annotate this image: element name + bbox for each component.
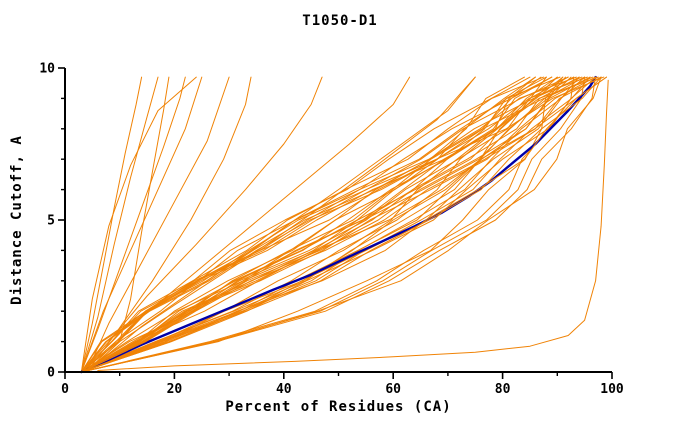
- model-curve: [80, 76, 594, 373]
- model-curve: [80, 76, 547, 373]
- model-outlier-curve: [86, 76, 411, 373]
- model-curve: [80, 76, 607, 373]
- model-curve: [80, 76, 536, 373]
- model-outlier-curve: [80, 76, 159, 373]
- x-tick-label: 0: [61, 382, 69, 397]
- x-tick-label: 80: [495, 382, 511, 397]
- model-outlier-curve: [86, 76, 476, 373]
- x-tick-label: 20: [167, 382, 183, 397]
- model-curve: [80, 76, 602, 373]
- x-tick-label: 40: [276, 382, 292, 397]
- model-curve: [80, 76, 605, 373]
- model-curve: [80, 76, 597, 373]
- model-curve: [80, 76, 575, 373]
- model-outlier-curve: [80, 76, 323, 373]
- model-outlier-curve: [86, 76, 230, 373]
- model-curve: [80, 76, 536, 373]
- model-curve: [80, 76, 580, 373]
- y-tick-label: 0: [47, 366, 55, 381]
- model-curve: [80, 76, 591, 373]
- model-curve: [80, 76, 575, 373]
- y-tick-label: 5: [47, 214, 55, 229]
- model-curve: [80, 76, 545, 373]
- model-curve: [80, 76, 602, 373]
- model-curve: [80, 76, 569, 373]
- model-outlier-curve: [80, 76, 143, 373]
- model-curve: [80, 76, 583, 373]
- model-curve: [80, 76, 607, 373]
- model-outlier-curve: [97, 79, 609, 371]
- model-curve: [80, 76, 602, 373]
- model-outlier-curve: [86, 76, 170, 373]
- model-curve: [80, 76, 597, 373]
- x-axis-label: Percent of Residues (CA): [225, 399, 452, 415]
- model-curve: [80, 76, 569, 373]
- model-outlier-curve: [80, 76, 203, 373]
- model-outlier-curve: [80, 76, 186, 373]
- model-curve: [80, 76, 599, 373]
- x-tick-label: 60: [385, 382, 401, 397]
- y-tick-label: 10: [39, 62, 55, 77]
- x-tick-label: 100: [600, 382, 624, 397]
- model-curve: [80, 76, 553, 373]
- highlight-curve: [80, 75, 597, 374]
- plot-title: T1050-D1: [302, 13, 378, 29]
- model-curve: [80, 76, 553, 373]
- model-curve: [80, 76, 580, 373]
